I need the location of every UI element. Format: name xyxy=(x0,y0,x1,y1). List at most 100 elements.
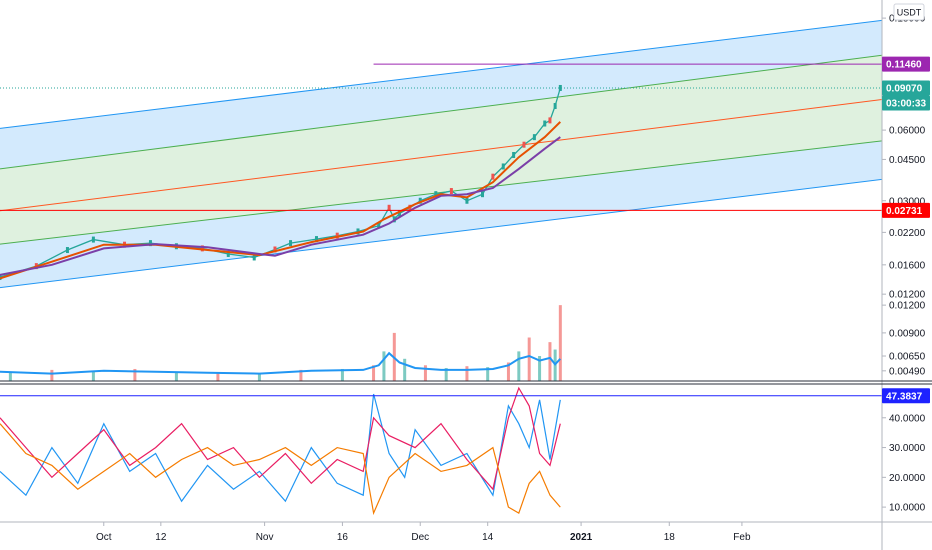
channel-line-0[interactable] xyxy=(0,178,882,289)
oscillator-value-tag-label: 47.3837 xyxy=(886,391,923,402)
x-tick-label: 14 xyxy=(482,532,494,543)
y-tick-label: 0.00490 xyxy=(889,366,926,377)
volume-bar[interactable] xyxy=(340,368,344,381)
countdown-tag-label: 03:00:33 xyxy=(886,98,926,109)
x-tick-label: 12 xyxy=(155,532,167,543)
y-tick-label: 0.03000 xyxy=(889,196,926,207)
currency-badge: USDT xyxy=(893,3,925,21)
price-candle[interactable] xyxy=(553,103,557,110)
countdown-tag: 03:00:33 xyxy=(882,95,930,111)
volume-pane[interactable] xyxy=(0,305,562,381)
price-candle[interactable] xyxy=(0,274,2,281)
volume-bar[interactable] xyxy=(548,342,552,381)
price-candle[interactable] xyxy=(522,141,526,148)
volume-bar[interactable] xyxy=(506,362,510,381)
volume-bar[interactable] xyxy=(558,305,562,381)
price-candle[interactable] xyxy=(148,240,152,247)
y-tick-label: 0.00900 xyxy=(889,328,926,339)
price-candle[interactable] xyxy=(512,151,516,158)
volume-bar[interactable] xyxy=(423,365,427,381)
x-tick-label: 16 xyxy=(337,532,349,543)
price-pane[interactable] xyxy=(0,19,882,289)
price-candle[interactable] xyxy=(273,246,277,253)
x-tick-label: Feb xyxy=(733,532,751,543)
channel-line-4[interactable] xyxy=(0,19,882,129)
y-tick-label: 0.01600 xyxy=(889,260,926,271)
currency-label: USDT xyxy=(897,8,922,18)
price-candle[interactable] xyxy=(397,210,401,217)
y-tick-label: 0.00650 xyxy=(889,352,926,363)
volume-bar[interactable] xyxy=(527,337,531,381)
price-candle[interactable] xyxy=(434,191,438,198)
price-candle[interactable] xyxy=(377,222,381,229)
x-tick-label: 2021 xyxy=(570,532,593,543)
price-candle[interactable] xyxy=(543,120,547,127)
price-candle[interactable] xyxy=(481,191,485,198)
upper-line-price-tag-label: 0.11460 xyxy=(886,60,922,71)
channel-fill-upper xyxy=(0,20,882,169)
x-tick-label: 18 xyxy=(664,532,676,543)
volume-bar[interactable] xyxy=(8,372,12,381)
price-candle[interactable] xyxy=(558,84,562,91)
price-candle[interactable] xyxy=(65,247,69,254)
volume-bar[interactable] xyxy=(257,373,261,381)
upper-line-price-tag: 0.11460 xyxy=(882,56,930,72)
price-candle[interactable] xyxy=(314,236,318,243)
volume-bar[interactable] xyxy=(50,369,54,381)
volume-bar[interactable] xyxy=(538,356,542,381)
volume-bar[interactable] xyxy=(403,358,407,381)
price-candle[interactable] xyxy=(491,173,495,180)
y-tick-label: 0.06000 xyxy=(889,126,926,137)
last-price-tag: 0.09070 xyxy=(882,80,930,96)
price-candle[interactable] xyxy=(548,117,552,124)
price-tags: 0.11460 0.09070 03:00:33 0.02731 47.3837 xyxy=(882,56,930,404)
price-candle[interactable] xyxy=(418,197,422,204)
price-candle[interactable] xyxy=(91,236,95,243)
price-candle[interactable] xyxy=(449,188,453,195)
oscillator-pane[interactable] xyxy=(0,386,882,516)
volume-bar[interactable] xyxy=(174,371,178,381)
lower-line-price-tag: 0.02731 xyxy=(882,202,930,218)
price-candle[interactable] xyxy=(465,197,469,204)
volume-bar[interactable] xyxy=(133,368,137,381)
price-candle[interactable] xyxy=(387,204,391,211)
volume-bar[interactable] xyxy=(91,370,95,381)
volume-bar[interactable] xyxy=(372,365,376,381)
price-candle[interactable] xyxy=(289,240,293,247)
price-candle[interactable] xyxy=(501,163,505,170)
volume-bar[interactable] xyxy=(444,368,448,381)
x-tick-label: Dec xyxy=(411,532,429,543)
x-tick-label: Nov xyxy=(256,532,274,543)
volume-bar[interactable] xyxy=(465,366,469,381)
oscillator-line-2[interactable] xyxy=(0,423,561,516)
moving-average-line-1[interactable] xyxy=(0,136,561,276)
moving-average-line-0[interactable] xyxy=(0,121,562,280)
price-candle[interactable] xyxy=(252,254,256,261)
price-candle[interactable] xyxy=(356,228,360,235)
price-candle[interactable] xyxy=(335,232,339,239)
y-tick-label: 0.01200 xyxy=(889,290,926,301)
price-candle[interactable] xyxy=(200,245,204,252)
y-tick-label: 0.02200 xyxy=(889,228,926,239)
price-candle[interactable] xyxy=(226,250,230,257)
oscillator-axis[interactable]: 40.0000 30.0000 20.0000 10.0000 xyxy=(882,413,926,514)
volume-bar[interactable] xyxy=(216,372,220,381)
price-candle[interactable] xyxy=(532,134,536,141)
volume-ma-line[interactable] xyxy=(0,351,562,375)
volume-bar[interactable] xyxy=(486,367,490,381)
channel-line-2[interactable] xyxy=(0,99,882,212)
y-tick-label: 0.01200 xyxy=(889,301,926,312)
oscillator-line-1[interactable] xyxy=(0,386,561,491)
volume-axis[interactable]: 0.01200 0.00900 0.00650 0.00490 xyxy=(882,301,926,378)
x-tick-label: Oct xyxy=(96,532,112,543)
time-axis[interactable]: Oct 12 Nov 16 Dec 14 2021 18 Feb xyxy=(96,522,751,543)
oscillator-value-tag: 47.3837 xyxy=(882,388,930,404)
channel-fill-middle xyxy=(0,55,882,245)
y-tick-label: 0.04500 xyxy=(889,155,926,166)
y-tick-label: 30.0000 xyxy=(889,443,926,454)
volume-bar[interactable] xyxy=(299,369,303,381)
volume-bar[interactable] xyxy=(517,351,521,381)
volume-bar[interactable] xyxy=(382,351,386,381)
channel-line-3[interactable] xyxy=(0,54,882,170)
